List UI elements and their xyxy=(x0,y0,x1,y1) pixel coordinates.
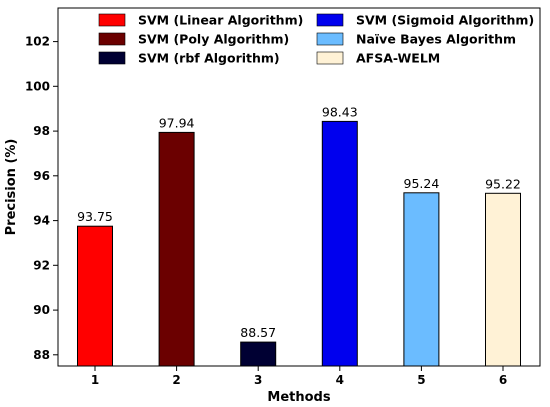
x-axis: 1 2 3 4 5 6 xyxy=(91,366,507,387)
value-labels: 93.75 97.94 88.57 98.43 95.24 95.22 xyxy=(77,104,521,340)
legend-label: SVM (Poly Algorithm) xyxy=(138,32,289,47)
x-tick-label: 4 xyxy=(336,373,344,387)
legend-swatch xyxy=(316,13,344,27)
x-tick-label: 5 xyxy=(417,373,425,387)
legend-swatch xyxy=(98,32,126,46)
value-label-3: 88.57 xyxy=(240,325,276,340)
value-label-1: 93.75 xyxy=(77,209,113,224)
y-axis: 88 90 92 94 96 98 100 102 xyxy=(25,35,58,362)
y-tick-label: 98 xyxy=(33,124,50,138)
legend-label: SVM (Sigmoid Algorithm) xyxy=(356,13,534,28)
y-tick-label: 88 xyxy=(33,348,50,362)
value-label-2: 97.94 xyxy=(159,115,195,130)
legend-label: Naïve Bayes Algorithm xyxy=(356,32,516,47)
bars xyxy=(77,120,521,367)
x-tick-label: 1 xyxy=(91,373,99,387)
y-tick-label: 92 xyxy=(33,258,50,272)
plot-area xyxy=(57,7,541,367)
legend-swatch xyxy=(98,51,126,65)
bar-6 xyxy=(485,192,521,367)
value-label-6: 95.22 xyxy=(485,176,521,191)
value-label-5: 95.24 xyxy=(404,176,440,191)
x-tick-label: 6 xyxy=(499,373,507,387)
bar-4 xyxy=(321,120,358,367)
y-axis-label: Precision (%) xyxy=(4,139,19,236)
legend-swatch xyxy=(316,32,344,46)
legend-label: SVM (Linear Algorithm) xyxy=(138,13,303,28)
x-axis-label: Methods xyxy=(267,390,330,405)
legend-swatch xyxy=(98,13,126,27)
x-tick-label: 3 xyxy=(254,373,262,387)
y-tick-label: 96 xyxy=(33,169,50,183)
y-tick-label: 90 xyxy=(33,303,50,317)
x-tick-label: 2 xyxy=(172,373,180,387)
y-tick-label: 100 xyxy=(25,79,50,93)
legend-label: SVM (rbf Algorithm) xyxy=(138,51,280,66)
legend: SVM (Linear Algorithm) SVM (Poly Algorith… xyxy=(98,13,534,66)
y-tick-label: 94 xyxy=(33,214,50,228)
value-label-4: 98.43 xyxy=(322,104,358,119)
y-tick-label: 102 xyxy=(25,35,50,49)
bar-2 xyxy=(158,131,195,367)
legend-label: AFSA-WELM xyxy=(356,51,440,66)
bar-3 xyxy=(240,341,277,367)
bar-5 xyxy=(403,192,440,367)
bar-1 xyxy=(77,225,113,367)
legend-swatch xyxy=(316,51,344,65)
